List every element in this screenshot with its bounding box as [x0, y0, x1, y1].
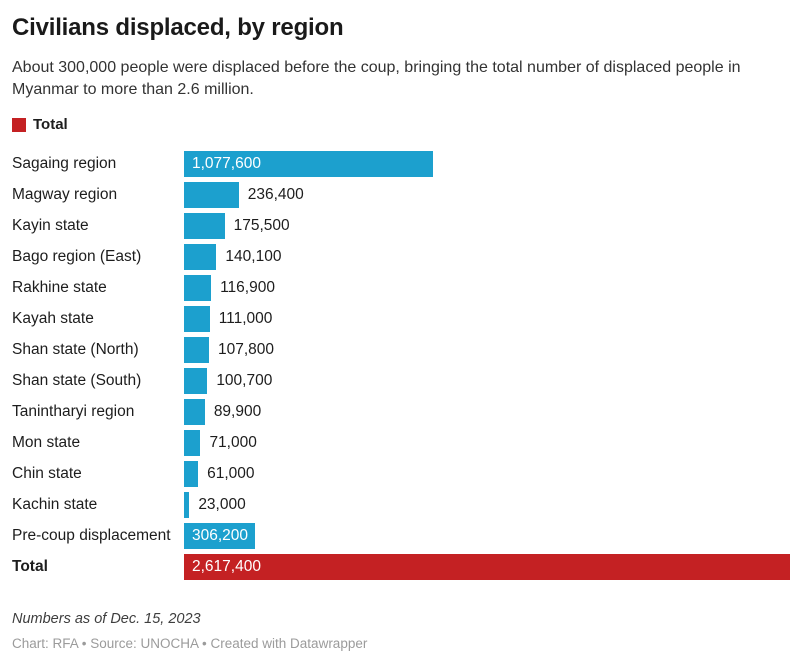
chart-row: Sagaing region 1,077,600	[12, 150, 790, 177]
bar	[184, 460, 199, 487]
bar-track: 71,000	[184, 429, 790, 456]
chart-row: Bago region (East) 140,100	[12, 243, 790, 270]
bar-track: 175,500	[184, 212, 790, 239]
bar: 2,617,400	[184, 553, 790, 580]
bar	[184, 367, 208, 394]
bar-value: 2,617,400	[192, 557, 261, 575]
bar-chart: Sagaing region 1,077,600 Magway region 236,…	[12, 150, 790, 580]
bar	[184, 398, 205, 425]
row-label: Total	[12, 557, 48, 575]
chart-row: Pre-coup displacement 306,200	[12, 522, 790, 549]
bar-value: 111,000	[218, 309, 273, 327]
chart-row: Kayin state 175,500	[12, 212, 790, 239]
bar	[184, 429, 201, 456]
bar-track: 107,800	[184, 336, 790, 363]
bar-track: 111,000	[184, 305, 790, 332]
row-label: Sagaing region	[12, 154, 117, 172]
bar	[184, 181, 239, 208]
bar-rows: Sagaing region 1,077,600 Magway region 236,…	[12, 150, 790, 580]
chart-footer: Numbers as of Dec. 15, 2023 Chart: RFA •…	[12, 610, 790, 652]
chart-row: Kayah state 111,000	[12, 305, 790, 332]
chart-row: Total 2,617,400	[12, 553, 790, 580]
bar-value: 23,000	[198, 495, 246, 513]
bar-value: 236,400	[247, 185, 304, 203]
bar-track: 116,900	[184, 274, 790, 301]
bar-value: 140,100	[225, 247, 282, 265]
bar-value: 116,900	[220, 278, 275, 296]
row-label: Mon state	[12, 433, 81, 451]
bar-track: 236,400	[184, 181, 790, 208]
bar	[184, 336, 209, 363]
chart-row: Kachin state 23,000	[12, 491, 790, 518]
chart-row: Chin state 61,000	[12, 460, 790, 487]
row-label: Kayin state	[12, 216, 89, 234]
bar	[184, 491, 190, 518]
bar-value: 175,500	[233, 216, 290, 234]
bar-value: 306,200	[192, 526, 249, 544]
bar	[184, 243, 217, 270]
bar-track: 89,900	[184, 398, 790, 425]
chart-row: Shan state (South) 100,700	[12, 367, 790, 394]
row-label: Shan state (North)	[12, 340, 139, 358]
row-label: Kachin state	[12, 495, 98, 513]
bar-track: 1,077,600	[184, 150, 790, 177]
bar-track: 2,617,400	[184, 553, 790, 580]
chart-row: Mon state 71,000	[12, 429, 790, 456]
chart-row: Shan state (North) 107,800	[12, 336, 790, 363]
bar-track: 100,700	[184, 367, 790, 394]
legend-swatch-icon	[12, 117, 26, 132]
row-label: Chin state	[12, 464, 82, 482]
legend-label: Total	[33, 116, 68, 134]
row-label: Magway region	[12, 185, 118, 203]
row-label: Rakhine state	[12, 278, 107, 296]
chart-credits: Chart: RFA • Source: UNOCHA • Created wi…	[12, 635, 368, 651]
chart-description: About 300,000 people were displaced befo…	[12, 58, 741, 98]
bar	[184, 305, 210, 332]
chart-row: Tanintharyi region 89,900	[12, 398, 790, 425]
bar-value: 71,000	[209, 433, 257, 451]
bar-track: 306,200	[184, 522, 790, 549]
row-label: Kayah state	[12, 309, 94, 327]
bar	[184, 212, 225, 239]
chart-notes: Numbers as of Dec. 15, 2023	[12, 610, 201, 627]
bar: 1,077,600	[184, 150, 434, 177]
bar-track: 23,000	[184, 491, 790, 518]
bar-track: 140,100	[184, 243, 790, 270]
bar-track: 61,000	[184, 460, 790, 487]
bar-value: 1,077,600	[192, 154, 261, 172]
bar-value: 100,700	[216, 371, 273, 389]
bar-value: 89,900	[213, 402, 262, 420]
row-label: Shan state (South)	[12, 371, 142, 389]
chart-row: Magway region 236,400	[12, 181, 790, 208]
page-title: Civilians displaced, by region	[12, 14, 344, 41]
bar-value: 61,000	[207, 464, 255, 482]
legend: Total	[12, 116, 790, 134]
bar-value: 107,800	[217, 340, 274, 358]
row-label: Pre-coup displacement	[12, 526, 171, 544]
chart-row: Rakhine state 116,900	[12, 274, 790, 301]
row-label: Tanintharyi region	[12, 402, 135, 420]
bar	[184, 274, 212, 301]
row-label: Bago region (East)	[12, 247, 142, 265]
bar: 306,200	[184, 522, 255, 549]
